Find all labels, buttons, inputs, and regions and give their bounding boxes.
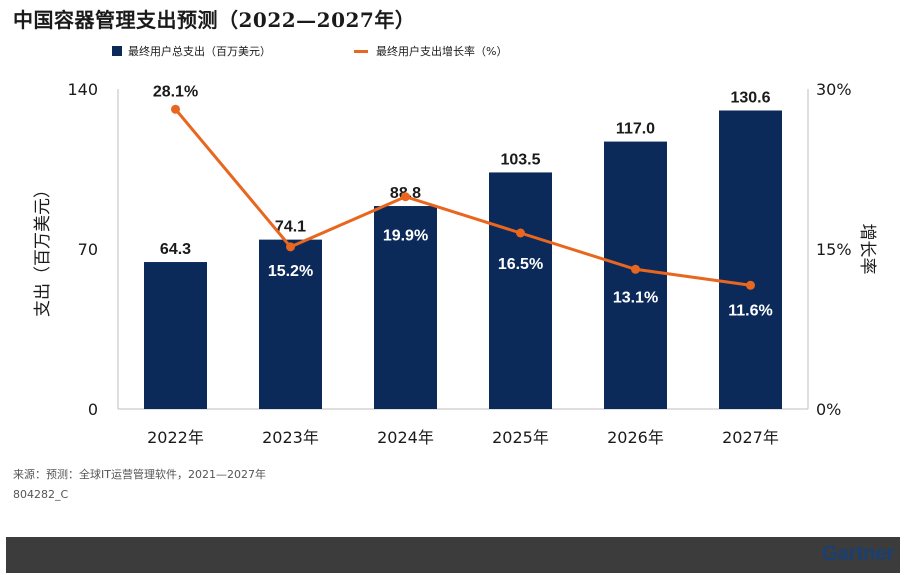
- growth-value-label: 15.2%: [268, 263, 313, 280]
- growth-point: [746, 280, 755, 290]
- x-tick-label: 2023年: [262, 428, 319, 447]
- growth-value-label: 11.6%: [728, 302, 772, 319]
- bar-value-label: 74.1: [275, 219, 306, 236]
- growth-point: [171, 104, 180, 114]
- bar: [489, 172, 552, 409]
- growth-point: [516, 228, 525, 238]
- y-tick-label: 0: [88, 400, 98, 419]
- source-note: 来源：预测：全球IT运营管理软件，2021—2027年: [13, 468, 266, 481]
- footer-bar: Gartner: [6, 537, 900, 573]
- y2-tick-label: 15%: [816, 240, 852, 259]
- bar: [719, 110, 782, 409]
- legend-label-growth: 最终用户支出增长率（%）: [376, 45, 508, 58]
- y-tick-label: 70: [78, 240, 98, 259]
- y-tick-label: 140: [67, 80, 98, 99]
- x-tick-label: 2026年: [607, 428, 664, 447]
- chart-title: 中国容器管理支出预测（2022—2027年）: [13, 8, 416, 32]
- bar-value-label: 117.0: [616, 121, 655, 138]
- bar-value-label: 103.5: [500, 151, 540, 168]
- growth-point: [401, 192, 410, 202]
- growth-value-label: 13.1%: [613, 289, 658, 306]
- bar-value-label: 130.6: [730, 89, 770, 106]
- growth-value-label: 16.5%: [498, 256, 543, 273]
- bar: [374, 206, 437, 409]
- bar: [604, 141, 667, 410]
- legend-bar-swatch: [112, 46, 122, 56]
- bar-value-label: 64.3: [160, 241, 191, 258]
- y2-tick-label: 30%: [816, 80, 852, 99]
- bar: [144, 262, 207, 409]
- gartner-logo: Gartner: [821, 542, 895, 565]
- growth-line: [174, 108, 751, 287]
- figure-code: 804282_C: [13, 488, 69, 501]
- growth-point: [286, 242, 295, 252]
- x-tick-label: 2022年: [147, 428, 204, 447]
- container-spending-chart: 0701400%15%30%支出（百万美元）增长率64.374.188.8103…: [33, 80, 877, 447]
- growth-value-label: 19.9%: [383, 228, 428, 245]
- y2-tick-label: 0%: [816, 400, 841, 419]
- x-tick-label: 2027年: [722, 428, 779, 447]
- bar: [259, 239, 322, 409]
- legend-item-spending: 最终用户总支出（百万美元）: [112, 43, 271, 59]
- x-tick-label: 2024年: [377, 428, 434, 447]
- legend-item-growth: 最终用户支出增长率（%）: [354, 43, 507, 59]
- y2-axis-title: 增长率: [857, 224, 877, 275]
- y-axis-title: 支出（百万美元）: [33, 181, 53, 317]
- x-tick-label: 2025年: [492, 428, 549, 447]
- legend-line-swatch: [354, 49, 368, 53]
- growth-point: [631, 264, 640, 274]
- legend-label-spending: 最终用户总支出（百万美元）: [128, 45, 271, 58]
- growth-value-label: 28.1%: [153, 83, 198, 100]
